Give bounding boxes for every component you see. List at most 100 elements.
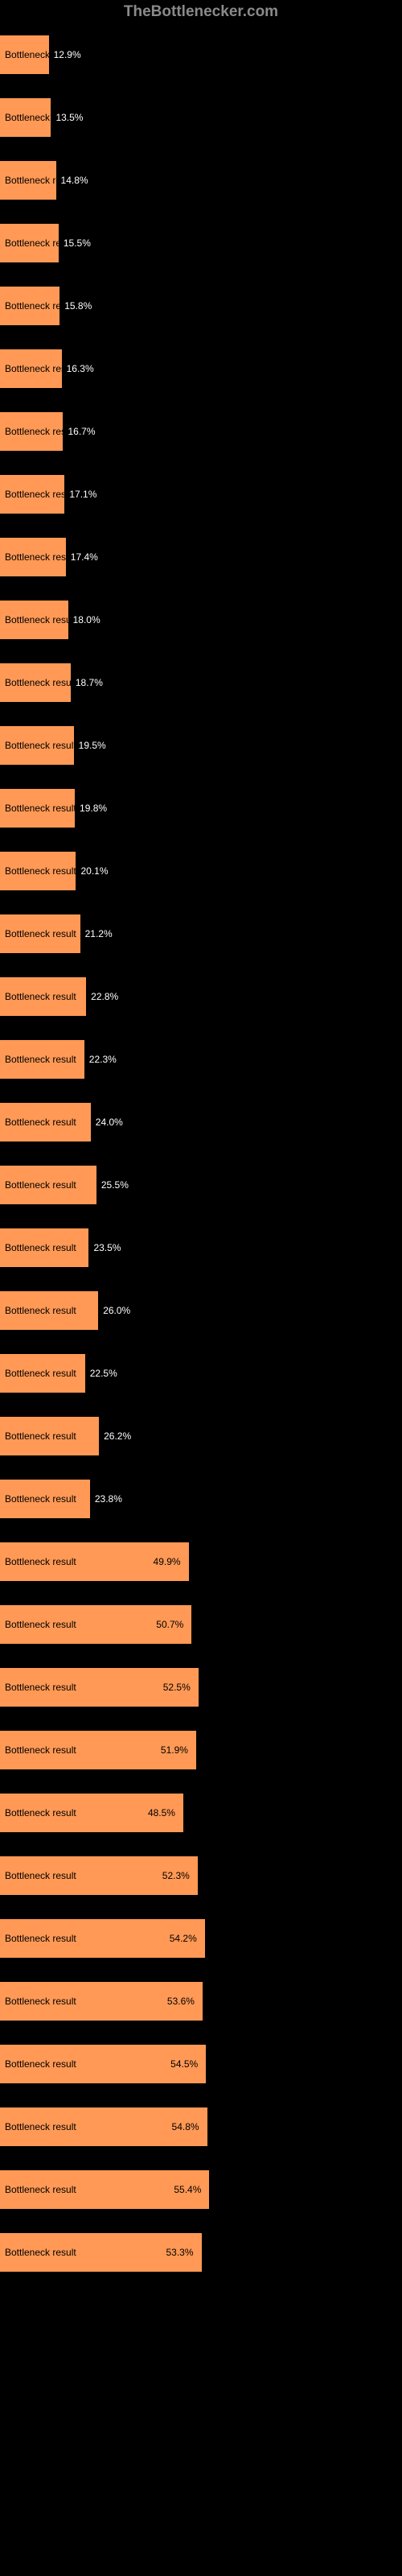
- bar: [0, 1291, 98, 1330]
- bar-value: 16.3%: [67, 363, 94, 374]
- bar: [0, 161, 56, 200]
- bar-row: Bottleneck result17.4%: [0, 530, 402, 592]
- bar-value: 19.5%: [79, 740, 106, 751]
- bar: [0, 2045, 206, 2083]
- bar: [0, 1480, 90, 1518]
- bar-row: Bottleneck result48.5%: [0, 1785, 402, 1848]
- bar: [0, 1919, 205, 1958]
- bar-row: Bottleneck result13.5%: [0, 90, 402, 153]
- bar: [0, 789, 75, 828]
- bar-value: 15.5%: [64, 237, 91, 249]
- bar: [0, 1166, 96, 1204]
- bar-row: Bottleneck result16.7%: [0, 404, 402, 467]
- bar-row: Bottleneck result25.5%: [0, 1158, 402, 1220]
- bar: [0, 726, 74, 765]
- bar-row: Bottleneck result21.2%: [0, 906, 402, 969]
- bar-value: 14.8%: [61, 175, 88, 186]
- bar-row: Bottleneck result14.8%: [0, 153, 402, 216]
- bar-value: 18.0%: [73, 614, 100, 625]
- bar: [0, 1856, 198, 1895]
- bar: [0, 663, 71, 702]
- bar-row: Bottleneck result17.1%: [0, 467, 402, 530]
- bar: [0, 852, 76, 890]
- bar: [0, 2233, 202, 2272]
- bar: [0, 1668, 199, 1707]
- bar-row: Bottleneck result22.5%: [0, 1346, 402, 1409]
- bar-row: Bottleneck result52.5%: [0, 1660, 402, 1723]
- bar-row: Bottleneck result18.7%: [0, 655, 402, 718]
- bar: [0, 977, 86, 1016]
- bar: [0, 1982, 203, 2021]
- bar: [0, 224, 59, 262]
- bar-row: Bottleneck result12.9%: [0, 27, 402, 90]
- bar-value: 17.4%: [71, 551, 98, 563]
- bar-value: 20.1%: [80, 865, 108, 877]
- bar-row: Bottleneck result52.3%: [0, 1848, 402, 1911]
- bar-row: Bottleneck result54.8%: [0, 2099, 402, 2162]
- bar-value: 19.8%: [80, 803, 107, 814]
- bar-value: 22.3%: [89, 1054, 117, 1065]
- bar: [0, 914, 80, 953]
- bar-row: Bottleneck result49.9%: [0, 1534, 402, 1597]
- bar: [0, 1605, 191, 1644]
- bar-value: 12.9%: [54, 49, 81, 60]
- bar: [0, 98, 51, 137]
- bar: [0, 2107, 207, 2146]
- bar-row: Bottleneck result19.8%: [0, 781, 402, 844]
- bar-value: 17.1%: [69, 489, 96, 500]
- bar-value: 26.0%: [103, 1305, 130, 1316]
- page-header: TheBottlenecker.com: [0, 0, 402, 27]
- bar-value: 22.5%: [90, 1368, 117, 1379]
- x-axis-labels: [0, 2288, 402, 2307]
- bar-row: Bottleneck result20.1%: [0, 844, 402, 906]
- bar: [0, 1040, 84, 1079]
- bar-value: 15.8%: [64, 300, 92, 312]
- bar-row: Bottleneck result24.0%: [0, 1095, 402, 1158]
- bar-value: 26.2%: [104, 1430, 131, 1442]
- bar-value: 25.5%: [101, 1179, 129, 1191]
- bar: [0, 2170, 209, 2209]
- site-title: TheBottlenecker.com: [124, 3, 278, 20]
- bottleneck-bar-chart: Bottleneck result12.9%Bottleneck result1…: [0, 27, 402, 2310]
- bar: [0, 475, 64, 514]
- bar: [0, 1354, 85, 1393]
- bar: [0, 287, 59, 325]
- bar-row: Bottleneck result55.4%: [0, 2162, 402, 2225]
- bar-row: Bottleneck result15.8%: [0, 279, 402, 341]
- bar-row: Bottleneck result23.8%: [0, 1472, 402, 1534]
- bar: [0, 1794, 183, 1832]
- bar-row: Bottleneck result18.0%: [0, 592, 402, 655]
- bar: [0, 1417, 99, 1455]
- bar-row: Bottleneck result22.8%: [0, 969, 402, 1032]
- bar-row: Bottleneck result53.6%: [0, 1974, 402, 2037]
- bar-row: Bottleneck result51.9%: [0, 1723, 402, 1785]
- bar-row: Bottleneck result22.3%: [0, 1032, 402, 1095]
- bar-value: 18.7%: [76, 677, 103, 688]
- bar: [0, 538, 66, 576]
- bar: [0, 1542, 189, 1581]
- bar: [0, 601, 68, 639]
- bar-row: Bottleneck result26.0%: [0, 1283, 402, 1346]
- bar-row: Bottleneck result54.2%: [0, 1911, 402, 1974]
- bar-value: 16.7%: [68, 426, 95, 437]
- bar-value: 21.2%: [85, 928, 113, 939]
- bar: [0, 1103, 91, 1141]
- bar-row: Bottleneck result15.5%: [0, 216, 402, 279]
- bar: [0, 349, 62, 388]
- bar-row: Bottleneck result53.3%: [0, 2225, 402, 2288]
- bar-row: Bottleneck result19.5%: [0, 718, 402, 781]
- bar-value: 23.8%: [95, 1493, 122, 1505]
- bar: [0, 1228, 88, 1267]
- bar-row: Bottleneck result23.5%: [0, 1220, 402, 1283]
- bar-row: Bottleneck result50.7%: [0, 1597, 402, 1660]
- bar-value: 13.5%: [55, 112, 83, 123]
- bar-row: Bottleneck result26.2%: [0, 1409, 402, 1472]
- bar-row: Bottleneck result54.5%: [0, 2037, 402, 2099]
- bar: [0, 35, 49, 74]
- bar: [0, 1731, 196, 1769]
- bar-value: 22.8%: [91, 991, 118, 1002]
- bar-value: 23.5%: [93, 1242, 121, 1253]
- bar: [0, 412, 63, 451]
- bar-value: 24.0%: [96, 1117, 123, 1128]
- bar-row: Bottleneck result16.3%: [0, 341, 402, 404]
